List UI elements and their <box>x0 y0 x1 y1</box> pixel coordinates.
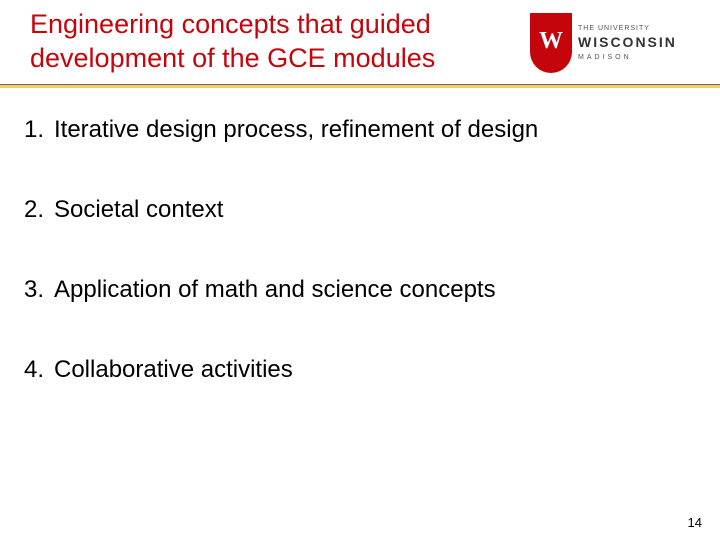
slide-title: Engineering concepts that guided develop… <box>0 8 510 76</box>
slide-header: Engineering concepts that guided develop… <box>0 0 720 84</box>
university-logo: THE UNIVERSITY WISCONSIN MADISON <box>530 8 710 78</box>
list-text: Application of math and science concepts <box>54 276 496 304</box>
list-number: 2. <box>24 196 54 224</box>
logo-line3: MADISON <box>578 53 677 62</box>
page-number: 14 <box>688 515 702 530</box>
list-text: Collaborative activities <box>54 356 293 384</box>
list-item: 4. Collaborative activities <box>24 356 696 384</box>
logo-line1: THE UNIVERSITY <box>578 24 677 33</box>
list-number: 4. <box>24 356 54 384</box>
list-number: 3. <box>24 276 54 304</box>
list-text: Societal context <box>54 196 223 224</box>
list-number: 1. <box>24 116 54 144</box>
list-item: 1. Iterative design process, refinement … <box>24 116 696 144</box>
slide-content: 1. Iterative design process, refinement … <box>0 88 720 384</box>
list-text: Iterative design process, refinement of … <box>54 116 538 144</box>
logo-text: THE UNIVERSITY WISCONSIN MADISON <box>578 24 677 62</box>
list-item: 3. Application of math and science conce… <box>24 276 696 304</box>
logo-line2: WISCONSIN <box>578 33 677 51</box>
crest-icon <box>530 13 572 73</box>
list-item: 2. Societal context <box>24 196 696 224</box>
